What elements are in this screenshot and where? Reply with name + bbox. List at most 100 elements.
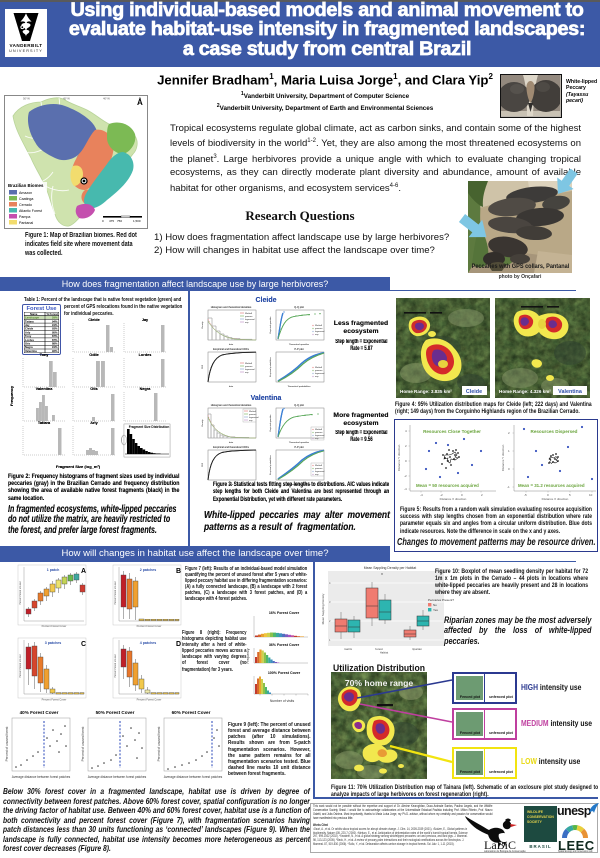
svg-text:lognormal: lognormal [249,416,259,419]
svg-text:Arly: Arly [25,330,31,334]
svg-text:2: 2 [329,619,331,623]
svg-text:-2: -2 [404,474,407,478]
svg-text:93%: 93% [52,327,58,331]
svg-text:Percent forest unused: Percent forest unused [19,654,22,678]
svg-text:exp: exp [315,438,319,440]
svg-text:Fragment Size (log_m²): Fragment Size (log_m²) [56,464,101,469]
svg-text:lognormal: lognormal [315,330,325,333]
svg-text:40% Forest Cover: 40% Forest Cover [20,710,59,715]
svg-text:data: data [229,441,234,444]
svg-text:exp: exp [245,372,249,374]
svg-text:Weibull: Weibull [245,313,253,315]
svg-text:Weibull: Weibull [245,313,253,315]
svg-text:4 patches: 4 patches [140,641,157,645]
svg-text:gamma: gamma [245,316,253,318]
svg-text:lognormal: lognormal [315,434,325,437]
svg-text:exp: exp [315,334,319,336]
svg-text:2 patches: 2 patches [140,568,157,572]
svg-text:Average distance between fores: Average distance between forest patches [164,775,223,779]
svg-text:Weibull: Weibull [315,367,323,369]
svg-text:exp: exp [249,420,253,422]
svg-text:matrix: matrix [344,647,353,651]
svg-text:B: B [176,568,181,575]
svg-text:1,500: 1,500 [133,219,141,223]
svg-text:Arly: Arly [90,421,98,425]
svg-text:lognormal: lognormal [315,434,325,437]
svg-text:Negra: Negra [140,387,152,391]
svg-text:91%: 91% [52,323,58,327]
svg-text:Pantanal: Pantanal [19,221,33,225]
svg-text:Arly: Arly [90,421,98,425]
svg-text:Weibull: Weibull [245,363,253,365]
svg-text:Tony: Tony [40,353,50,357]
svg-text:gamma: gamma [249,414,257,416]
svg-text:gamma: gamma [315,328,323,330]
svg-text:Density: Density [201,420,204,427]
svg-text:Jay: Jay [142,318,149,322]
svg-text:exp: exp [315,376,319,378]
svg-text:92%: 92% [52,349,58,353]
svg-text:100% Forest Cover: 100% Forest Cover [268,671,301,675]
svg-text:Otis: Otis [90,387,97,391]
svg-text:gamma: gamma [315,328,323,330]
svg-text:Empirical quantiles: Empirical quantiles [269,415,272,432]
svg-text:Number of visits: Number of visits [270,699,295,703]
svg-text:Weibull: Weibull [249,411,257,413]
svg-text:Distance Y direction: Distance Y direction [397,444,401,471]
svg-text:Frequency: Frequency [246,648,250,663]
svg-text:Mean = 50 resources acquired: Mean = 50 resources acquired [416,483,479,488]
svg-text:Weibull: Weibull [315,325,323,327]
svg-text:lognormal: lognormal [245,368,255,371]
svg-text:gamma: gamma [245,366,253,368]
svg-text:Valentina: Valentina [25,349,37,353]
svg-text:Q-Q plot: Q-Q plot [294,305,304,309]
svg-text:Negra: Negra [140,387,152,391]
svg-text:gamma: gamma [249,414,257,416]
svg-text:Percent Forest Cover: Percent Forest Cover [42,624,67,628]
svg-text:Tatiara: Tatiara [25,319,34,323]
svg-text:Weibull: Weibull [245,363,253,365]
svg-text:Resources Dispersed: Resources Dispersed [531,429,578,434]
svg-text:Weibull: Weibull [315,429,323,431]
svg-text:forest: forest [375,647,383,651]
svg-text:Empirical probabilities: Empirical probabilities [269,357,272,376]
svg-text:exp: exp [245,322,249,324]
svg-text:data: data [229,385,234,388]
svg-text:Percent forest unused: Percent forest unused [114,654,117,678]
svg-text:Empirical probabilities: Empirical probabilities [269,357,272,376]
svg-text:Theoretical quantiles: Theoretical quantiles [289,441,310,444]
svg-text:CDF: CDF [202,364,204,369]
svg-text:Histogram and theoretical dens: Histogram and theoretical densities [211,403,252,407]
svg-text:0: 0 [102,219,104,223]
svg-text:data: data [229,343,234,346]
svg-text:Name: Name [30,312,38,316]
svg-text:Histogram and theoretical dens: Histogram and theoretical densities [211,305,252,309]
svg-text:16% Forest Cover: 16% Forest Cover [269,611,300,615]
svg-text:lognormal: lognormal [249,416,259,419]
svg-text:Weibull: Weibull [315,465,323,467]
svg-text:Empirical quantiles: Empirical quantiles [269,415,272,432]
svg-text:Yes: Yes [433,608,438,612]
svg-text:50% Forest Cover: 50% Forest Cover [96,710,135,715]
svg-text:gamma: gamma [245,366,253,368]
svg-text:Percent of unused forest: Percent of unused forest [81,727,85,762]
svg-text:gamma: gamma [315,432,323,434]
svg-text:data: data [229,483,234,486]
svg-text:45°W: 45°W [63,97,70,101]
svg-text:data: data [229,343,234,346]
svg-text:Q-Q plot: Q-Q plot [294,403,304,407]
svg-text:Resources Close Together: Resources Close Together [423,429,481,434]
svg-text:P-P plot: P-P plot [294,445,303,449]
svg-text:CDF: CDF [202,364,204,369]
svg-text:Peccaries Present?: Peccaries Present? [428,598,454,602]
svg-text:Percent of unused forest: Percent of unused forest [157,727,161,762]
svg-text:Frequency: Frequency [9,385,14,406]
svg-text:Habitat: Habitat [380,651,388,655]
svg-text:Frequency: Frequency [9,385,14,406]
svg-text:riparian: riparian [412,647,422,651]
svg-text:4: 4 [329,581,331,585]
svg-text:Density: Density [201,322,204,329]
svg-text:exp: exp [315,376,319,378]
svg-text:Q-Q plot: Q-Q plot [294,305,304,309]
svg-text:gamma: gamma [315,468,323,470]
